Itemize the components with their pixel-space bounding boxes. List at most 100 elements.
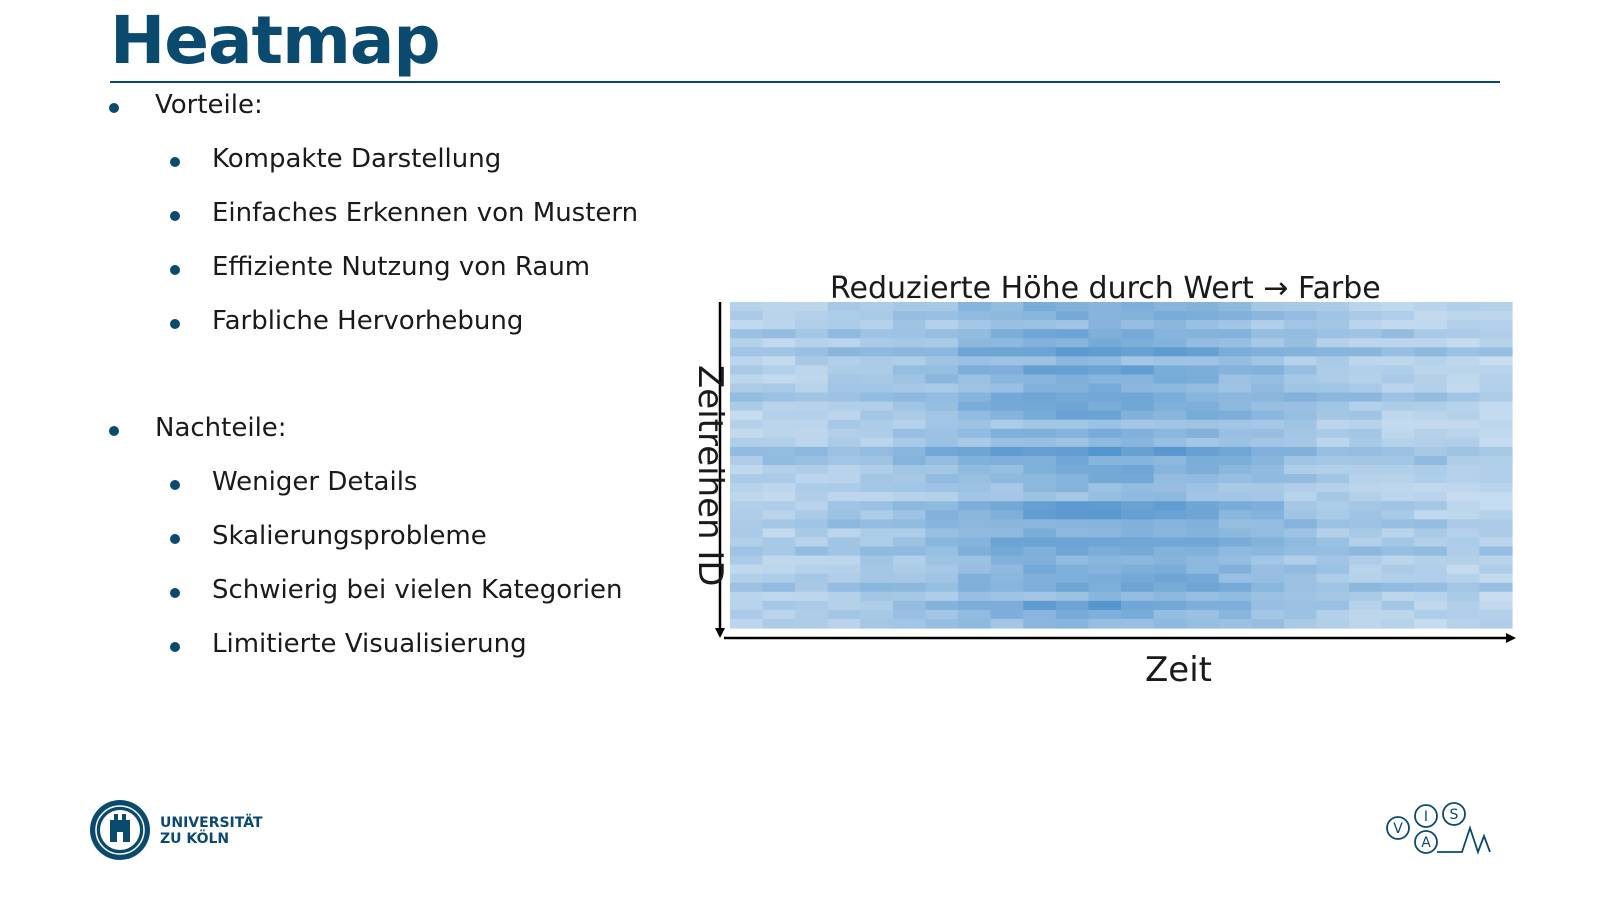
heatmap-cell — [1479, 419, 1513, 430]
heatmap-cell — [1218, 455, 1252, 466]
heatmap-cell — [1023, 609, 1057, 620]
heatmap-cell — [730, 474, 764, 484]
heatmap-cell — [925, 329, 959, 339]
heatmap-cell — [1121, 329, 1155, 339]
university-name-line2: ZU KÖLN — [160, 831, 230, 847]
heatmap-cell — [730, 564, 764, 575]
heatmap-cell — [1218, 546, 1252, 557]
heatmap-cell — [1479, 437, 1513, 448]
heatmap-cell — [925, 600, 959, 611]
heatmap-cell — [958, 374, 992, 385]
heatmap-cell — [762, 428, 796, 439]
heatmap-cell — [1479, 483, 1513, 493]
heatmap-cell — [1055, 492, 1090, 502]
heatmap-cell — [1186, 320, 1220, 330]
heatmap-cell — [1088, 365, 1122, 376]
heatmap-cell — [762, 392, 796, 403]
heatmap-cell — [1414, 465, 1448, 475]
heatmap-cell — [1446, 410, 1481, 421]
heatmap-cell — [990, 609, 1024, 620]
heatmap-cell — [1218, 582, 1252, 593]
heatmap-cell — [1153, 320, 1187, 330]
heatmap-cell — [1316, 374, 1350, 385]
heatmap-cell — [1316, 446, 1350, 457]
heatmap-cell — [892, 383, 927, 394]
heatmap-cell — [892, 582, 927, 593]
heatmap-cell — [1414, 483, 1448, 493]
heatmap-cell — [860, 329, 894, 339]
heatmap-cell — [925, 383, 959, 394]
heatmap-cell — [827, 492, 861, 502]
heatmap-cell — [1153, 537, 1187, 548]
heatmap-cell — [1479, 410, 1513, 421]
heatmap-cell — [990, 555, 1024, 566]
heatmap-cell — [1023, 302, 1057, 312]
heatmap-cell — [958, 528, 992, 539]
heatmap-cell — [1153, 600, 1187, 611]
heatmap-cell — [958, 419, 992, 430]
heatmap-cell — [1186, 573, 1220, 584]
heatmap-cell — [1381, 392, 1415, 403]
heatmap-cell — [1479, 356, 1513, 366]
heatmap-cell — [1186, 510, 1220, 520]
heatmap-cell — [990, 401, 1024, 412]
heatmap-cell — [1414, 320, 1448, 330]
heatmap-cell — [730, 618, 764, 629]
heatmap-cell — [1088, 311, 1122, 321]
heatmap-cell — [958, 383, 992, 394]
heatmap-cell — [958, 338, 992, 348]
heatmap-cell — [860, 311, 894, 321]
heatmap-cell — [827, 410, 861, 421]
heatmap-cell — [1479, 320, 1513, 330]
heatmap-cell — [892, 510, 927, 520]
heatmap-cell — [1055, 573, 1090, 584]
heatmap-cell — [892, 329, 927, 339]
heatmap-cell — [892, 492, 927, 502]
heatmap-cell — [1414, 302, 1448, 312]
heatmap-cell — [1055, 600, 1090, 611]
heatmap-cell — [1218, 347, 1252, 357]
heatmap-cell — [1283, 528, 1318, 539]
heatmap-cell — [1088, 392, 1122, 403]
heatmap-cell — [1121, 365, 1155, 376]
heatmap-cell — [1088, 401, 1122, 412]
heatmap-cell — [1023, 401, 1057, 412]
heatmap-cell — [1055, 302, 1090, 312]
heatmap-cell — [1186, 338, 1220, 348]
heatmap-cell — [1088, 383, 1122, 394]
heatmap-cell — [925, 428, 959, 439]
heatmap-cell — [1414, 492, 1448, 502]
heatmap-cell — [762, 383, 796, 394]
heatmap-cell — [1349, 492, 1383, 502]
heatmap-cell — [892, 428, 927, 439]
heatmap-cell — [1479, 455, 1513, 466]
heatmap-cell — [730, 501, 764, 511]
heatmap-cell — [1349, 401, 1383, 412]
heatmap-cell — [1414, 573, 1448, 584]
heatmap-cell — [1088, 582, 1122, 593]
heatmap-cell — [925, 302, 959, 312]
heatmap-cell — [1218, 365, 1252, 376]
heatmap-cell — [1316, 338, 1350, 348]
bullet-dot-icon — [170, 480, 180, 490]
heatmap-cell — [1283, 573, 1318, 584]
heatmap-cell — [1186, 455, 1220, 466]
heatmap-cell — [1316, 474, 1350, 484]
heatmap-cell — [1251, 519, 1285, 529]
heatmap-cell — [1121, 401, 1155, 412]
heatmap-cell — [1121, 465, 1155, 475]
heatmap-cell — [860, 437, 894, 448]
heatmap-cell — [860, 365, 894, 376]
heatmap-cell — [1023, 365, 1057, 376]
heatmap-cell — [1186, 329, 1220, 339]
heatmap-cell — [1479, 546, 1513, 557]
heatmap-cell — [1381, 483, 1415, 493]
heatmap-cell — [1088, 528, 1122, 539]
heatmap-cell — [990, 618, 1024, 629]
heatmap-cell — [1479, 501, 1513, 511]
heatmap-cell — [1088, 356, 1122, 366]
heatmap-cell — [1153, 365, 1187, 376]
heatmap-cell — [990, 537, 1024, 548]
heatmap-cell — [1479, 555, 1513, 566]
heatmap-cell — [925, 591, 959, 602]
